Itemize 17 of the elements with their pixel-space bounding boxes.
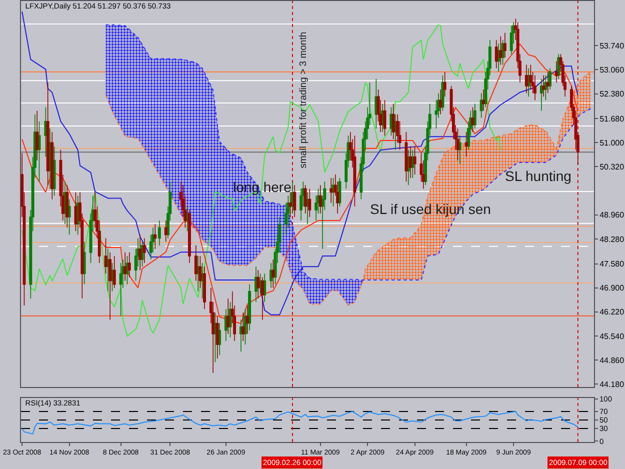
y-tick-label: 45.540 xyxy=(600,332,625,341)
annotation: long here xyxy=(233,179,292,195)
y-tick-label: 46.220 xyxy=(600,308,625,317)
y-tick-label: 47.580 xyxy=(600,260,625,269)
y-tick-label: 44.860 xyxy=(600,356,625,365)
y-tick-label: 48.280 xyxy=(600,234,625,244)
y-tick-label: 50.320 xyxy=(600,162,625,172)
annotation: small profit for trading > 3 month xyxy=(298,32,310,168)
y-tick-label: 46.900 xyxy=(600,284,625,293)
y-tick-label: 53.060 xyxy=(600,66,625,74)
y-tick-label: 51.680 xyxy=(600,114,625,124)
y-tick-label: 53.740 xyxy=(600,41,625,50)
y-tick-label: 51.000 xyxy=(600,138,625,148)
y-tick-label: 44.180 xyxy=(600,380,625,389)
y-tick-label: 52.380 xyxy=(600,90,625,99)
y-tick-label: 48.960 xyxy=(600,210,625,220)
annotation: SL hunting xyxy=(505,168,572,184)
